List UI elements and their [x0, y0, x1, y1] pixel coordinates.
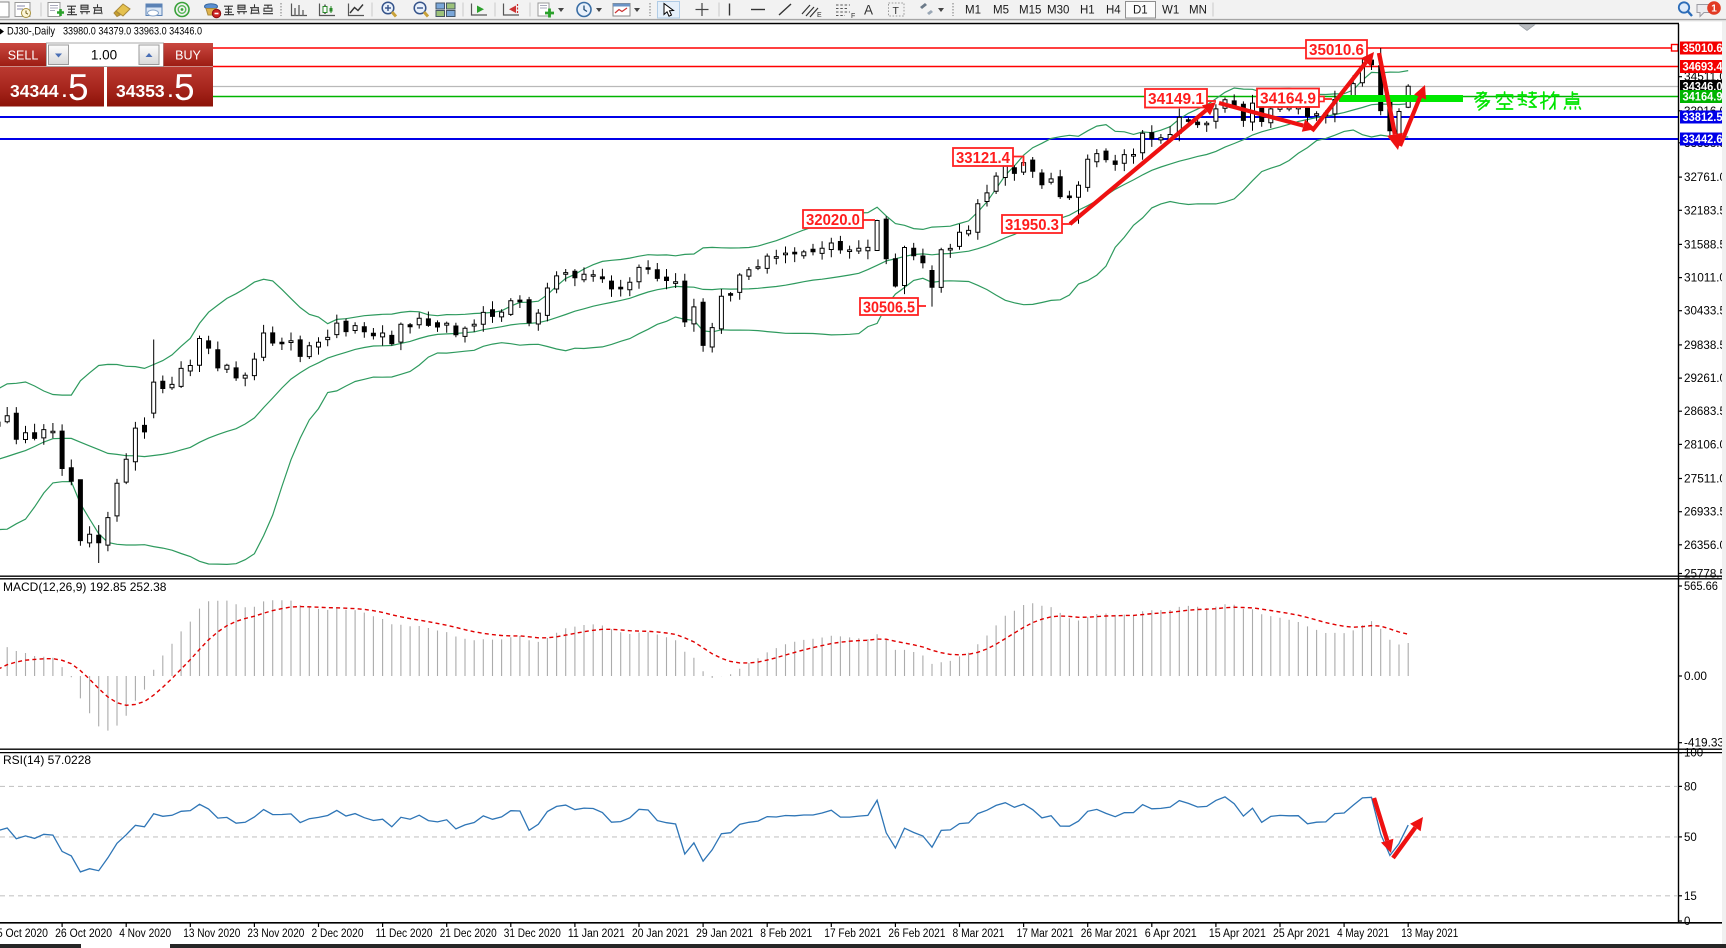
svg-text:11 Jan 2021: 11 Jan 2021 — [568, 928, 625, 940]
svg-text:29261.0: 29261.0 — [1684, 373, 1726, 385]
svg-text:27511.0: 27511.0 — [1684, 474, 1726, 486]
svg-text:1: 1 — [1711, 4, 1717, 15]
svg-text:0: 0 — [1684, 916, 1690, 928]
svg-text:30433.5: 30433.5 — [1684, 306, 1726, 318]
svg-text:34344: 34344 — [10, 81, 59, 101]
svg-text:35010.6: 35010.6 — [1309, 42, 1364, 59]
svg-text:25 Apr 2021: 25 Apr 2021 — [1273, 928, 1330, 940]
svg-text:33812.5: 33812.5 — [1683, 112, 1724, 124]
svg-text:34693.4: 34693.4 — [1683, 62, 1724, 74]
svg-text:.: . — [168, 81, 173, 101]
svg-text:D1: D1 — [1133, 5, 1148, 17]
svg-text:M5: M5 — [993, 5, 1009, 17]
svg-text:11 Dec 2020: 11 Dec 2020 — [376, 928, 433, 940]
svg-text:34149.1: 34149.1 — [1148, 91, 1204, 108]
svg-text:565.66: 565.66 — [1684, 581, 1718, 593]
svg-text:34353: 34353 — [116, 81, 165, 101]
svg-text:17 Mar 2021: 17 Mar 2021 — [1017, 928, 1074, 940]
svg-text:8 Feb 2021: 8 Feb 2021 — [760, 928, 812, 940]
svg-text:34164.9: 34164.9 — [1683, 92, 1723, 104]
svg-text:32183.5: 32183.5 — [1684, 205, 1726, 217]
svg-text:33121.4: 33121.4 — [956, 150, 1010, 167]
svg-text:15: 15 — [1684, 891, 1697, 903]
svg-text:34164.9: 34164.9 — [1260, 91, 1316, 108]
svg-text:32761.0: 32761.0 — [1684, 172, 1726, 184]
svg-text:5: 5 — [68, 67, 89, 108]
svg-text:31 Dec 2020: 31 Dec 2020 — [504, 928, 561, 940]
svg-text:0.00: 0.00 — [1684, 671, 1707, 683]
svg-text:MN: MN — [1189, 5, 1207, 17]
svg-text:80: 80 — [1684, 781, 1697, 793]
svg-text:M30: M30 — [1047, 5, 1069, 17]
svg-text:35010.6: 35010.6 — [1683, 43, 1723, 55]
svg-text:6 Apr 2021: 6 Apr 2021 — [1145, 928, 1197, 940]
svg-text:31950.3: 31950.3 — [1005, 217, 1059, 234]
svg-text:33442.6: 33442.6 — [1683, 134, 1723, 146]
svg-text:4 May 2021: 4 May 2021 — [1337, 928, 1389, 940]
svg-text:M15: M15 — [1019, 5, 1041, 17]
svg-text:5: 5 — [174, 67, 195, 108]
svg-text:26 Oct 2020: 26 Oct 2020 — [55, 928, 112, 940]
svg-text:MACD(12,26,9) 192.85 252.38: MACD(12,26,9) 192.85 252.38 — [3, 580, 167, 594]
svg-text:31588.5: 31588.5 — [1684, 239, 1726, 251]
svg-text:RSI(14) 57.0228: RSI(14) 57.0228 — [3, 753, 91, 767]
svg-text:SELL: SELL — [8, 49, 39, 63]
svg-text:26356.0: 26356.0 — [1684, 540, 1726, 552]
svg-text:29838.5: 29838.5 — [1684, 340, 1726, 352]
svg-text:13 Nov 2020: 13 Nov 2020 — [183, 928, 240, 940]
svg-text:50: 50 — [1684, 832, 1697, 844]
svg-text:.: . — [62, 81, 67, 101]
svg-text:1.00: 1.00 — [91, 48, 117, 63]
svg-text:26 Mar 2021: 26 Mar 2021 — [1081, 928, 1138, 940]
svg-text:33980.0 34379.0 33963.0 34346.: 33980.0 34379.0 33963.0 34346.0 — [63, 26, 202, 38]
svg-text:15 Apr 2021: 15 Apr 2021 — [1209, 928, 1266, 940]
svg-text:17 Feb 2021: 17 Feb 2021 — [824, 928, 881, 940]
svg-text:25778.5: 25778.5 — [1684, 569, 1726, 581]
svg-text:21 Dec 2020: 21 Dec 2020 — [440, 928, 497, 940]
svg-text:T: T — [893, 5, 900, 17]
svg-text:20 Jan 2021: 20 Jan 2021 — [632, 928, 689, 940]
svg-text:26 Feb 2021: 26 Feb 2021 — [888, 928, 945, 940]
svg-text:E: E — [817, 12, 822, 19]
svg-text:H1: H1 — [1080, 5, 1095, 17]
svg-text:100: 100 — [1684, 748, 1703, 760]
svg-text:M1: M1 — [965, 5, 981, 17]
svg-text:28683.5: 28683.5 — [1684, 406, 1726, 418]
svg-text:H4: H4 — [1106, 5, 1121, 17]
svg-text:2 Dec 2020: 2 Dec 2020 — [312, 928, 364, 940]
svg-text:28106.0: 28106.0 — [1684, 439, 1726, 451]
svg-text:13 May 2021: 13 May 2021 — [1401, 928, 1458, 940]
svg-text:4 Nov 2020: 4 Nov 2020 — [119, 928, 171, 940]
svg-text:31011.0: 31011.0 — [1684, 273, 1726, 285]
svg-text:30506.5: 30506.5 — [863, 299, 915, 316]
svg-text:-419.33: -419.33 — [1684, 738, 1724, 750]
svg-text:15 Oct 2020: 15 Oct 2020 — [0, 928, 48, 940]
svg-text:A: A — [864, 3, 873, 18]
svg-text:23 Nov 2020: 23 Nov 2020 — [247, 928, 304, 940]
svg-text:8 Mar 2021: 8 Mar 2021 — [953, 928, 1005, 940]
svg-text:BUY: BUY — [175, 49, 201, 63]
svg-text:F: F — [851, 13, 855, 20]
svg-text:DJ30-,Daily: DJ30-,Daily — [7, 26, 55, 38]
svg-text:32020.0: 32020.0 — [806, 212, 860, 229]
svg-text:26933.5: 26933.5 — [1684, 507, 1726, 519]
svg-text:W1: W1 — [1162, 5, 1179, 17]
svg-text:29 Jan 2021: 29 Jan 2021 — [696, 928, 753, 940]
